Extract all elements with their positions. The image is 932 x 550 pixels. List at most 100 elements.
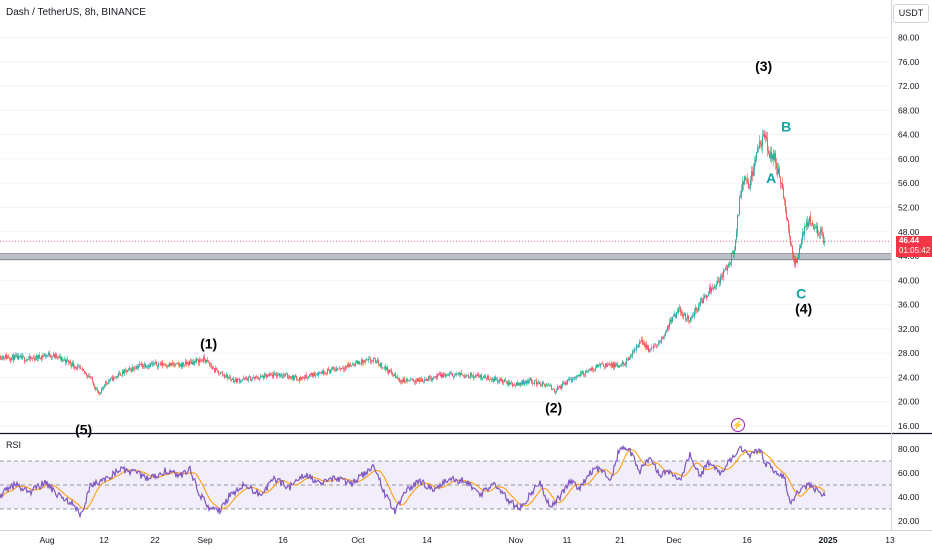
candle	[639, 341, 640, 345]
candle	[107, 383, 108, 384]
candle	[71, 363, 72, 367]
candle	[93, 381, 94, 386]
candle	[759, 141, 760, 148]
candle	[686, 318, 687, 320]
candle	[696, 307, 697, 310]
candle	[137, 366, 138, 369]
candle	[15, 355, 16, 357]
candle	[659, 342, 660, 344]
candle	[347, 364, 348, 367]
candle	[755, 159, 756, 164]
candle	[406, 378, 407, 382]
candle	[301, 377, 302, 380]
candle	[610, 364, 611, 366]
wave-label: A	[766, 170, 776, 186]
candle	[603, 363, 604, 367]
lightning-icon[interactable]: ⚡	[731, 418, 745, 432]
candle	[453, 376, 454, 378]
candle	[510, 382, 511, 385]
price-tick-label: 20.00	[898, 397, 920, 407]
candle	[738, 215, 739, 217]
candle	[117, 376, 118, 377]
candle	[649, 348, 650, 352]
candle	[28, 358, 29, 360]
candle	[62, 359, 63, 361]
candle	[642, 340, 643, 345]
candle	[553, 389, 554, 390]
candle	[231, 378, 232, 380]
candle	[500, 378, 501, 381]
candle	[449, 373, 450, 376]
candle	[646, 344, 647, 349]
candle	[82, 368, 83, 370]
candle	[466, 375, 467, 377]
candle	[617, 363, 618, 367]
candle	[433, 377, 434, 379]
wave-label: B	[781, 119, 791, 135]
candle	[380, 363, 381, 366]
candle	[391, 370, 392, 373]
candle	[397, 377, 398, 379]
candle	[401, 380, 402, 383]
candle	[749, 187, 750, 189]
currency-button[interactable]: USDT	[893, 4, 929, 23]
candle	[159, 363, 160, 365]
candle	[823, 233, 824, 244]
candle	[63, 359, 64, 361]
candle	[218, 370, 219, 374]
candle	[0, 356, 1, 359]
candle	[648, 345, 649, 352]
wave-label: C	[796, 286, 806, 302]
price-tick-label: 52.00	[898, 202, 920, 212]
candle	[598, 364, 599, 367]
candle	[357, 360, 358, 365]
candle	[103, 386, 104, 389]
candle	[317, 374, 318, 376]
candle	[241, 380, 242, 381]
candle	[359, 361, 360, 365]
candle	[721, 275, 722, 277]
candle	[409, 379, 410, 381]
candle	[16, 355, 17, 357]
candle	[667, 325, 668, 331]
candle	[530, 378, 531, 380]
candle	[690, 317, 691, 322]
candle	[566, 382, 567, 385]
candle	[213, 368, 214, 370]
candle	[46, 355, 47, 357]
candle	[49, 352, 50, 356]
candle	[279, 373, 280, 377]
candle	[470, 373, 471, 377]
candle	[13, 355, 14, 361]
candle	[535, 380, 536, 381]
candle	[468, 375, 469, 378]
candle	[115, 376, 116, 378]
candle	[624, 363, 625, 366]
candle	[478, 374, 479, 377]
candle	[310, 374, 311, 376]
candle	[164, 364, 165, 366]
candle	[623, 361, 624, 364]
candle	[462, 374, 463, 376]
candle	[244, 377, 245, 379]
candle	[746, 179, 747, 180]
time-tick-label: 2025	[819, 535, 838, 545]
candle	[389, 369, 390, 373]
candle	[467, 375, 468, 377]
candle	[631, 355, 632, 356]
candle	[331, 369, 332, 370]
candle	[526, 381, 527, 384]
candle	[592, 367, 593, 370]
candle	[68, 360, 69, 363]
candle	[769, 153, 770, 158]
candle	[684, 313, 685, 316]
candle	[281, 375, 282, 376]
candle	[819, 233, 820, 235]
candle	[149, 365, 150, 367]
candle	[645, 344, 646, 347]
candle	[517, 382, 518, 386]
candle	[18, 355, 19, 360]
candle	[360, 363, 361, 365]
candle	[700, 299, 701, 306]
